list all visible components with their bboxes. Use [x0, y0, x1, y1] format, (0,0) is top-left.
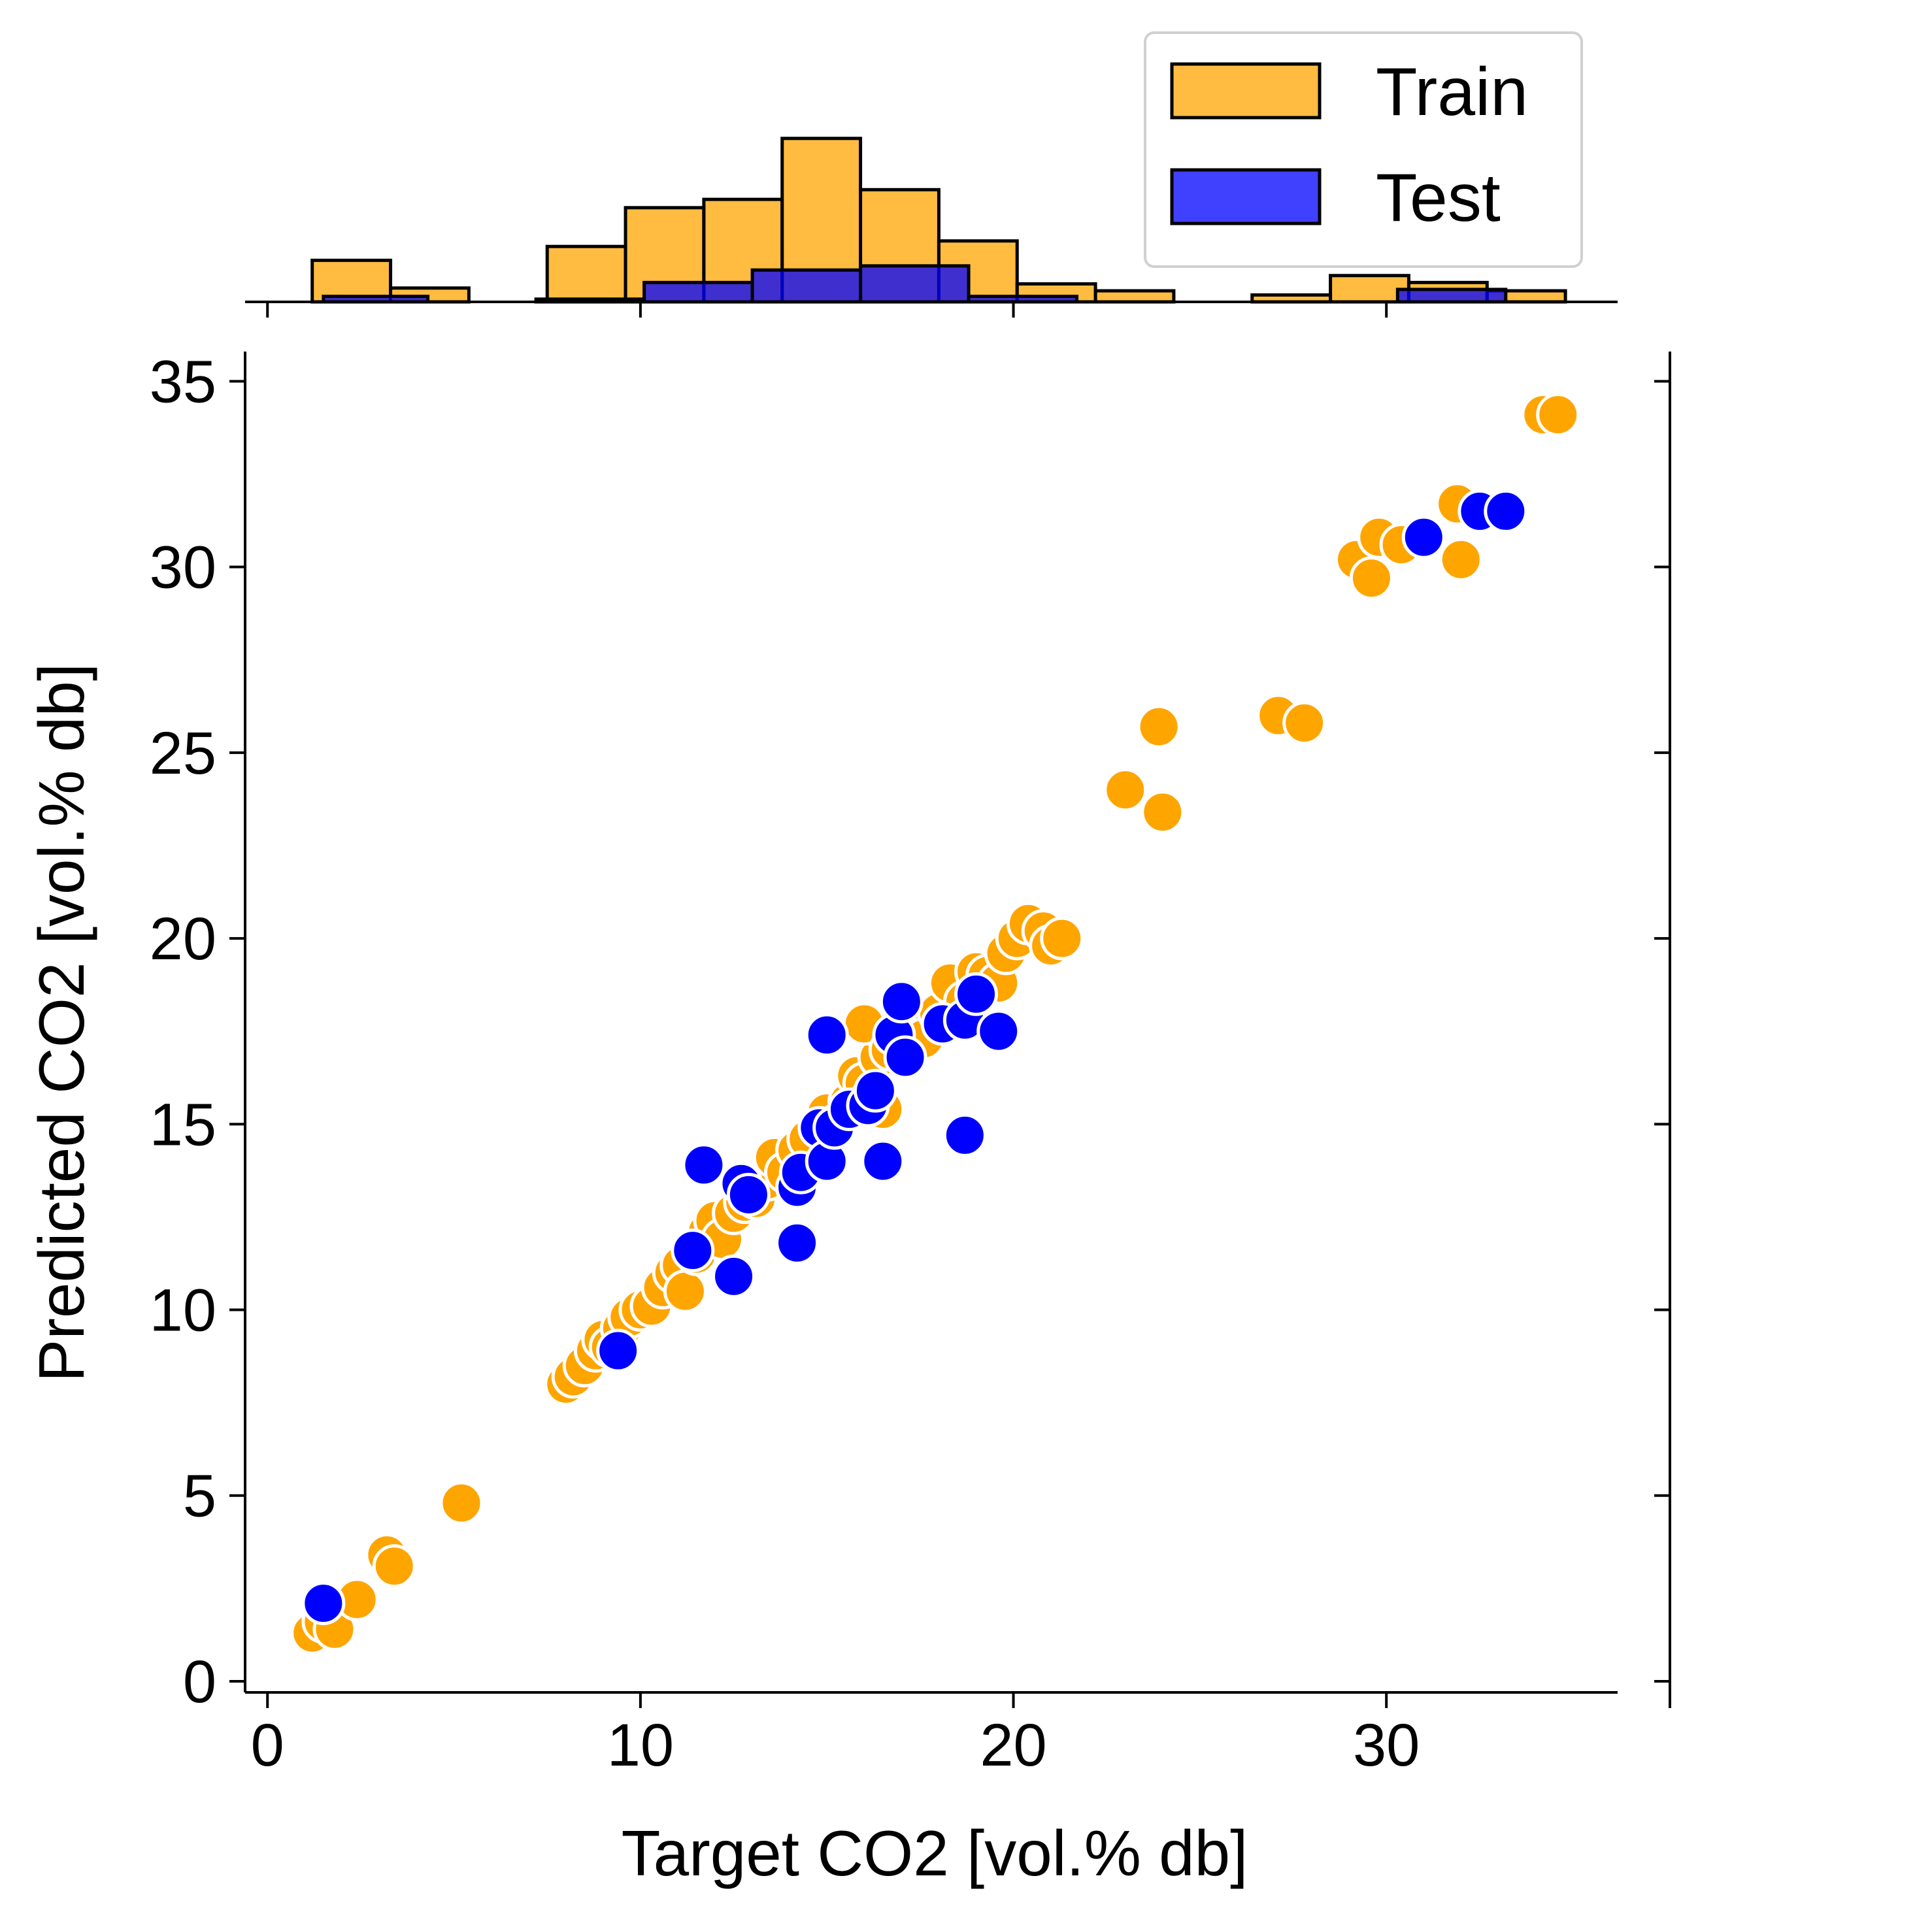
y-tick-label: 25 [150, 720, 216, 787]
test-point [879, 980, 924, 1024]
test-point [861, 1139, 905, 1183]
legend-swatch-test [1170, 168, 1322, 225]
train-point [372, 1544, 416, 1589]
hist-bar-test [750, 268, 863, 304]
train-point [439, 1481, 484, 1525]
hist-bar-train [545, 244, 627, 304]
train-point [1141, 790, 1185, 834]
train-point [1349, 556, 1393, 601]
legend-label-test: Test [1376, 160, 1501, 236]
y-tick-label: 35 [150, 348, 216, 415]
train-point [663, 1269, 707, 1313]
y-tick-label: 30 [150, 535, 216, 601]
test-point [805, 1013, 849, 1057]
test-point [301, 1581, 346, 1626]
x-tick-label: 20 [980, 1712, 1046, 1779]
train-point [1439, 537, 1483, 582]
main-axes [229, 352, 1671, 1708]
test-point [976, 1009, 1021, 1053]
test-point [775, 1221, 820, 1265]
marginal-histogram [245, 137, 1618, 318]
train-point [1536, 393, 1580, 437]
legend-label-train: Train [1376, 54, 1528, 130]
test-point [942, 1113, 987, 1157]
y-tick-label: 5 [183, 1463, 216, 1530]
hist-bar-test [1395, 288, 1508, 304]
y-tick-label: 15 [150, 1091, 216, 1158]
train-point [1282, 700, 1327, 745]
legend-swatch-train [1170, 62, 1322, 120]
hist-bar-test [642, 280, 754, 304]
hist-bar-test [859, 264, 971, 304]
tick-labels: 0 10 20 30 0 5 10 15 20 25 30 35 [150, 348, 1420, 1779]
y-tick-label: 10 [150, 1277, 216, 1344]
train-point [1040, 916, 1084, 961]
test-point [883, 1035, 927, 1079]
x-tick-label: 30 [1353, 1712, 1420, 1779]
test-point [1484, 489, 1528, 533]
x-tick-label: 10 [607, 1712, 674, 1779]
test-point [726, 1172, 771, 1217]
test-point [1401, 515, 1446, 559]
legend: Train Test [1144, 31, 1583, 268]
y-axis-label: Predicted CO2 [vol.% db] [25, 663, 97, 1382]
test-point [596, 1328, 641, 1373]
train-point [1103, 768, 1148, 812]
test-point [853, 1068, 897, 1113]
x-axis-label: Target CO2 [vol.% db] [622, 1817, 1248, 1889]
test-point [671, 1228, 715, 1273]
x-tick-label: 0 [251, 1712, 284, 1779]
y-tick-label: 20 [150, 906, 216, 972]
scatter-points [290, 393, 1580, 1655]
hist-bar-train [1093, 289, 1176, 304]
test-point [954, 972, 998, 1016]
y-tick-label: 0 [183, 1649, 216, 1715]
test-point [712, 1254, 756, 1298]
train-point [1137, 704, 1181, 749]
test-point [682, 1143, 726, 1187]
